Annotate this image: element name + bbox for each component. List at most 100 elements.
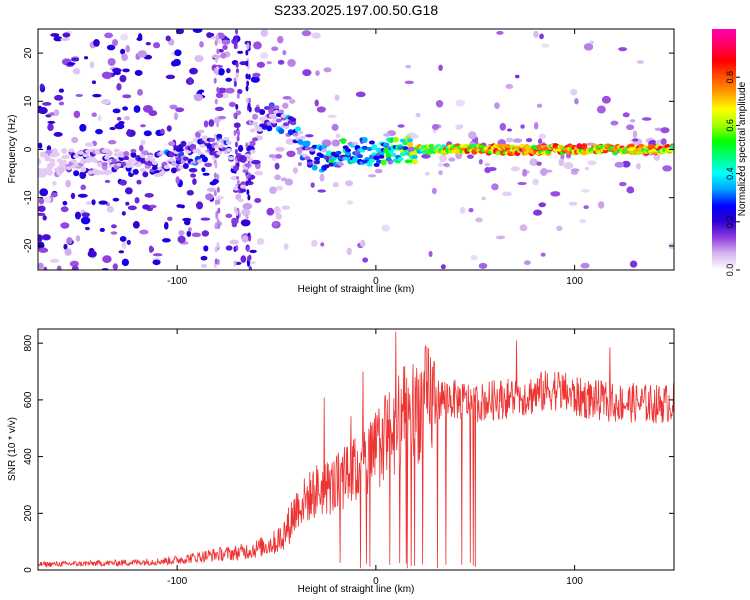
spectrogram-noise-mark [475, 217, 483, 223]
spectrogram-noise-mark [50, 33, 60, 37]
spectrogram-noise-mark [538, 133, 547, 140]
spectrogram-streak-mark [245, 213, 249, 220]
spectrogram-ridge-mark [368, 158, 375, 163]
spectrogram-noise-mark [47, 120, 56, 124]
spectrogram-noise-mark [556, 225, 563, 232]
spectrogram-noise-mark [218, 115, 227, 120]
spectrogram-noise-mark [541, 43, 550, 48]
spectrogram-noise-mark [305, 134, 314, 138]
spectrogram-noise-mark [583, 205, 589, 210]
spectrogram-noise-mark [636, 60, 644, 64]
colorbar: 0.0 0.2 0.4 0.6 0.8 Normalized spectral ampl… [712, 29, 748, 276]
spectrogram-streak-mark [213, 77, 217, 84]
spectrogram-ridge-mark [54, 152, 61, 157]
spectrogram-ridge-mark [139, 154, 146, 159]
spectrogram-noise-mark [168, 141, 176, 147]
spectrogram-noise-mark [110, 224, 117, 229]
spectrogram-noise-mark [301, 30, 312, 37]
spectrogram-ridge-mark [87, 170, 94, 175]
spectrogram-noise-mark [282, 102, 289, 109]
spectrogram-streak-mark [213, 190, 217, 197]
spectrogram-ridge-mark [292, 132, 299, 137]
spectrogram-noise-mark [287, 58, 296, 67]
spectrogram-y-tick-label: 0 [23, 146, 34, 152]
spectrogram-ridge-mark [266, 121, 273, 126]
spectrogram-noise-mark [71, 57, 80, 62]
spectrogram-noise-mark [487, 166, 497, 172]
spectrogram-noise-mark [233, 122, 241, 129]
spectrogram-noise-mark [187, 227, 192, 232]
spectrogram-ridge-mark [80, 166, 87, 173]
spectrogram-noise-mark [281, 205, 291, 210]
spectrogram-noise-mark [38, 197, 45, 205]
spectrogram-noise-mark [229, 239, 240, 245]
spectrogram-ridge-mark [318, 154, 325, 159]
spectrogram-ridge-mark [345, 148, 352, 153]
spectrogram-ridge-mark [63, 154, 70, 159]
spectrogram-noise-mark [470, 255, 478, 261]
spectrogram-noise-mark [344, 180, 354, 187]
spectrogram-noise-mark [193, 93, 203, 102]
spectrogram-noise-mark [38, 212, 46, 216]
spectrogram-noise-mark [107, 140, 117, 145]
spectrogram-noise-mark [75, 235, 81, 242]
spectrogram-ridge-mark [337, 162, 344, 167]
spectrogram-ridge-mark [325, 150, 332, 157]
spectrogram-noise-mark [550, 191, 561, 197]
spectrogram-ridge-mark [321, 148, 328, 153]
snr-y-tick-label: 800 [23, 334, 34, 351]
spectrogram-noise-mark [139, 144, 144, 152]
spectrogram-ridge-mark [495, 151, 502, 156]
spectrogram-noise-mark [280, 177, 288, 182]
spectrogram-noise-mark [163, 221, 169, 230]
spectrogram-ridge-mark [392, 136, 399, 143]
spectrogram-ridge-mark [182, 156, 189, 161]
spectrogram-noise-mark [42, 101, 52, 106]
spectrogram-ridge-mark [163, 165, 170, 170]
spectrogram-noise-mark [275, 213, 282, 220]
spectrogram-ridge-mark [70, 159, 77, 164]
spectrogram-noise-mark [302, 69, 312, 77]
spectrogram-noise-mark [502, 191, 512, 197]
spectrogram-ridge-mark [383, 147, 390, 154]
spectrogram-noise-mark [148, 245, 154, 254]
spectrogram-streak-mark [216, 186, 220, 193]
spectrogram-noise-mark [282, 96, 292, 100]
spectrogram-noise-mark [152, 259, 161, 266]
spectrogram-noise-mark [538, 202, 546, 208]
spectrogram-noise-mark [315, 70, 320, 77]
spectrogram-noise-mark [421, 153, 431, 159]
spectrogram-ridge-mark [104, 155, 111, 160]
spectrogram-noise-mark [367, 174, 377, 178]
spectrogram-streak-mark [245, 49, 249, 56]
spectrogram-noise-mark [49, 258, 60, 263]
spectrogram-noise-mark [226, 68, 231, 74]
spectrogram-noise-mark [136, 37, 143, 41]
spectrogram-noise-mark [522, 168, 528, 177]
spectrogram-noise-mark [539, 33, 544, 40]
spectrogram-noise-mark [140, 124, 146, 128]
spectrogram-ridge-mark [304, 146, 311, 151]
spectrogram-noise-mark [153, 42, 161, 49]
spectrogram-noise-mark [84, 56, 89, 60]
spectrogram-noise-mark [252, 72, 261, 78]
spectrogram-noise-mark [121, 258, 130, 267]
spectrogram-ridge-mark [151, 161, 158, 166]
spectrogram-noise-mark [124, 187, 133, 195]
spectrogram-noise-mark [629, 119, 636, 123]
spectrogram-noise-mark [206, 187, 217, 192]
spectrogram-ridge-mark [650, 144, 657, 149]
spectrogram-noise-mark [122, 94, 132, 99]
snr-y-ticks: 0 200 400 600 800 [23, 334, 674, 573]
spectrogram-noise-mark [269, 186, 277, 195]
spectrogram-noise-mark [254, 170, 263, 176]
spectrogram-noise-mark [122, 68, 130, 73]
spectrogram-noise-mark [468, 207, 474, 213]
spectrogram-ridge-mark [180, 140, 187, 147]
spectrogram-noise-mark [183, 219, 191, 226]
spectrogram-streak-mark [217, 198, 221, 205]
spectrogram-ridge-mark [411, 158, 418, 165]
spectrogram-ridge-mark [106, 150, 113, 157]
spectrogram-ridge-mark [73, 170, 80, 177]
spectrogram-ridge-mark [120, 161, 127, 166]
